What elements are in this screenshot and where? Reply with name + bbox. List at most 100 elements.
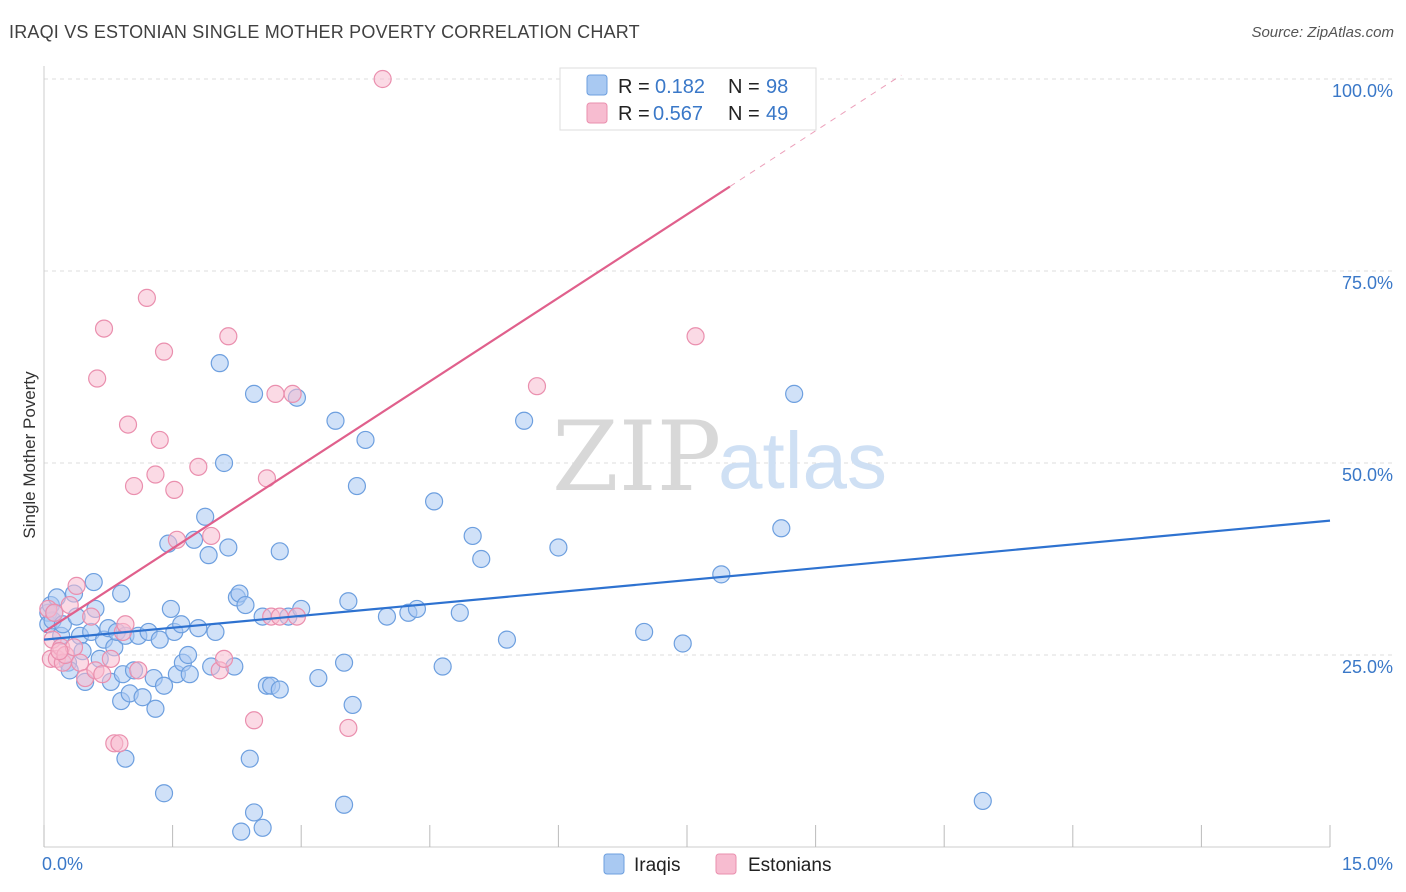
data-point-iraqis bbox=[240, 749, 259, 768]
data-point-iraqis bbox=[199, 546, 218, 565]
data-point-iraqis bbox=[673, 634, 692, 653]
data-point-estonians bbox=[146, 465, 165, 484]
data-point-estonians bbox=[110, 734, 129, 753]
data-point-estonians bbox=[116, 615, 135, 634]
data-point-estonians bbox=[60, 595, 79, 615]
data-point-estonians bbox=[70, 653, 90, 672]
data-point-estonians bbox=[283, 384, 302, 403]
data-point-estonians bbox=[244, 711, 264, 730]
watermark-zip: ZIP bbox=[552, 401, 721, 513]
data-point-iraqis bbox=[112, 584, 131, 603]
data-point-iraqis bbox=[146, 699, 165, 718]
data-point-estonians bbox=[686, 327, 705, 346]
data-point-iraqis bbox=[150, 630, 169, 649]
data-point-iraqis bbox=[326, 411, 345, 430]
data-point-iraqis bbox=[497, 630, 517, 649]
data-point-estonians bbox=[165, 480, 184, 499]
data-point-estonians bbox=[154, 342, 174, 361]
data-point-estonians bbox=[93, 665, 112, 684]
legend-r-label-iraqis: R = bbox=[618, 76, 650, 98]
data-point-estonians bbox=[124, 476, 144, 496]
data-point-iraqis bbox=[161, 599, 180, 619]
data-point-iraqis bbox=[334, 795, 354, 814]
data-point-estonians bbox=[88, 369, 107, 388]
data-point-estonians bbox=[94, 319, 114, 338]
data-point-iraqis bbox=[133, 688, 152, 707]
data-point-iraqis bbox=[309, 668, 328, 688]
trend-line-estonians-extension bbox=[729, 74, 902, 187]
legend-swatch-estonians bbox=[586, 102, 608, 124]
legend-r-label-estonians: R = bbox=[618, 103, 650, 125]
data-point-iraqis bbox=[253, 818, 272, 837]
data-point-iraqis bbox=[244, 384, 264, 403]
data-point-iraqis bbox=[270, 542, 289, 561]
x-tick-labels: 0.0% 15.0% bbox=[42, 854, 1393, 874]
data-point-iraqis bbox=[236, 595, 255, 615]
data-point-iraqis bbox=[154, 676, 174, 695]
trend-line-estonians bbox=[43, 185, 731, 633]
data-point-iraqis bbox=[973, 791, 992, 811]
data-point-estonians bbox=[101, 649, 120, 668]
bottom-legend: Iraqis Estonians bbox=[603, 853, 831, 876]
legend-r-value-iraqis: 0.182 bbox=[655, 76, 705, 98]
data-point-iraqis bbox=[214, 453, 234, 473]
legend-n-value-iraqis: 98 bbox=[766, 76, 788, 98]
axes bbox=[43, 66, 1331, 848]
data-point-iraqis bbox=[347, 476, 367, 496]
data-point-iraqis bbox=[116, 749, 135, 768]
data-point-iraqis bbox=[244, 803, 264, 822]
data-point-iraqis bbox=[712, 565, 731, 584]
trend-line-iraqis bbox=[43, 519, 1331, 641]
data-point-iraqis bbox=[196, 507, 215, 526]
legend-swatch-iraqis bbox=[586, 74, 608, 96]
data-point-iraqis bbox=[210, 354, 229, 373]
data-point-iraqis bbox=[206, 622, 225, 642]
data-point-iraqis bbox=[433, 657, 452, 676]
data-point-iraqis bbox=[232, 822, 251, 841]
data-point-iraqis bbox=[424, 492, 444, 511]
bottom-legend-swatch-estonians bbox=[715, 853, 737, 875]
data-point-iraqis bbox=[549, 538, 568, 557]
y-axis-label: Single Mother Poverty bbox=[20, 371, 39, 539]
data-point-estonians bbox=[219, 327, 238, 346]
data-point-estonians bbox=[67, 576, 86, 595]
bottom-legend-swatch-iraqis bbox=[603, 853, 625, 875]
trend-lines bbox=[43, 74, 1331, 641]
data-point-estonians bbox=[129, 661, 148, 680]
data-point-iraqis bbox=[189, 619, 208, 638]
data-point-iraqis bbox=[407, 599, 427, 619]
source-label: Source: ZipAtlas.com bbox=[1251, 24, 1394, 41]
data-point-iraqis bbox=[377, 607, 397, 626]
watermark-atlas: atlas bbox=[718, 416, 887, 505]
y-tick-label: 100.0% bbox=[1332, 81, 1393, 101]
data-point-estonians bbox=[202, 526, 221, 546]
data-point-iraqis bbox=[515, 411, 534, 430]
data-point-iraqis bbox=[172, 615, 191, 634]
data-point-iraqis bbox=[154, 784, 174, 803]
data-point-estonians bbox=[118, 415, 138, 434]
data-point-estonians bbox=[45, 603, 64, 622]
data-point-iraqis bbox=[463, 526, 482, 546]
data-point-iraqis bbox=[635, 622, 654, 642]
legend-r-value-estonians: 0.567 bbox=[653, 103, 703, 125]
chart-title: IRAQI VS ESTONIAN SINGLE MOTHER POVERTY … bbox=[9, 22, 640, 42]
y-tick-label: 50.0% bbox=[1342, 465, 1393, 485]
data-point-iraqis bbox=[343, 695, 362, 715]
data-point-iraqis bbox=[219, 538, 238, 557]
data-point-estonians bbox=[214, 649, 234, 668]
series-estonians bbox=[39, 69, 705, 753]
data-point-iraqis bbox=[84, 572, 103, 592]
data-point-iraqis bbox=[356, 430, 375, 450]
data-point-iraqis bbox=[180, 665, 199, 684]
data-point-estonians bbox=[50, 642, 69, 661]
data-point-estonians bbox=[527, 377, 547, 396]
data-point-estonians bbox=[266, 384, 285, 403]
data-point-estonians bbox=[373, 69, 392, 89]
bottom-legend-label-iraqis: Iraqis bbox=[634, 855, 680, 876]
legend-n-value-estonians: 49 bbox=[766, 103, 788, 125]
watermark: ZIP atlas bbox=[552, 401, 887, 513]
data-point-iraqis bbox=[772, 519, 791, 538]
data-point-iraqis bbox=[785, 384, 804, 403]
data-point-estonians bbox=[150, 430, 169, 450]
